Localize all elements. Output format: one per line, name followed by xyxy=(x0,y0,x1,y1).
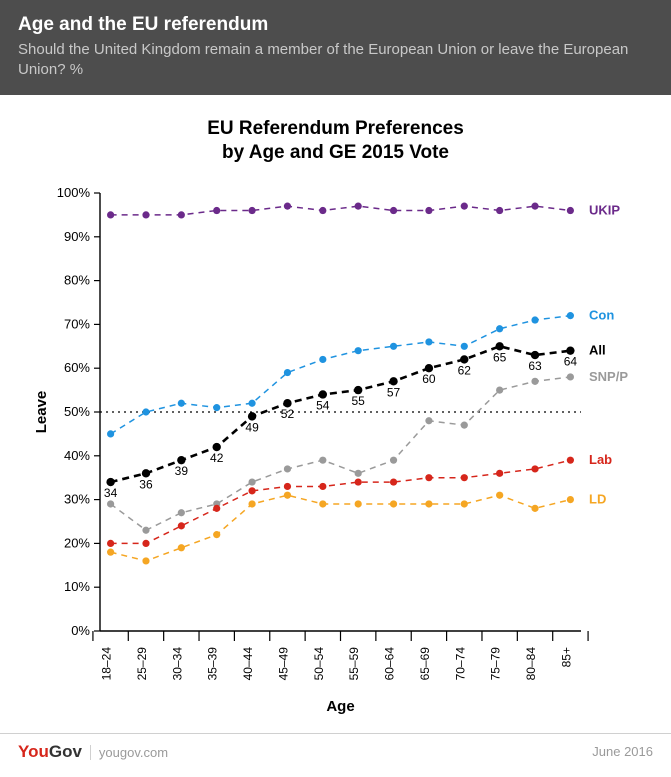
footer-date: June 2016 xyxy=(592,744,653,759)
svg-text:65–69: 65–69 xyxy=(418,646,432,680)
svg-text:40–44: 40–44 xyxy=(241,646,255,680)
svg-text:90%: 90% xyxy=(64,228,90,243)
svg-text:Con: Con xyxy=(589,307,614,322)
svg-text:30–34: 30–34 xyxy=(170,646,184,680)
svg-text:80–84: 80–84 xyxy=(524,646,538,680)
svg-text:52: 52 xyxy=(281,407,295,421)
svg-text:63: 63 xyxy=(528,359,542,373)
svg-text:20%: 20% xyxy=(64,535,90,550)
brand: YouGov yougov.com xyxy=(18,742,168,762)
brand-logo: YouGov xyxy=(18,742,82,762)
svg-text:49: 49 xyxy=(245,420,259,434)
svg-text:All: All xyxy=(589,342,606,357)
svg-text:18–24: 18–24 xyxy=(100,646,114,680)
svg-text:30%: 30% xyxy=(64,491,90,506)
svg-text:55–59: 55–59 xyxy=(347,646,361,680)
svg-text:80%: 80% xyxy=(64,272,90,287)
svg-text:Lab: Lab xyxy=(589,452,612,467)
svg-text:70%: 70% xyxy=(64,316,90,331)
svg-text:54: 54 xyxy=(316,398,330,412)
chart-title: EU Referendum Preferences by Age and GE … xyxy=(28,117,643,165)
svg-text:35–39: 35–39 xyxy=(206,646,220,680)
svg-text:25–29: 25–29 xyxy=(135,646,149,680)
svg-text:34: 34 xyxy=(104,486,118,500)
svg-text:50–54: 50–54 xyxy=(312,646,326,680)
svg-text:60%: 60% xyxy=(64,360,90,375)
svg-text:Leave: Leave xyxy=(33,390,50,433)
svg-text:UKIP: UKIP xyxy=(589,202,620,217)
chart-area: EU Referendum Preferences by Age and GE … xyxy=(0,95,671,733)
svg-text:36: 36 xyxy=(139,477,153,491)
svg-text:64: 64 xyxy=(564,354,578,368)
footer-bar: YouGov yougov.com June 2016 xyxy=(0,733,671,770)
svg-text:70–74: 70–74 xyxy=(453,646,467,680)
svg-text:10%: 10% xyxy=(64,579,90,594)
svg-text:40%: 40% xyxy=(64,447,90,462)
svg-text:60–64: 60–64 xyxy=(383,646,397,680)
svg-text:LD: LD xyxy=(589,491,606,506)
svg-text:85+: 85+ xyxy=(559,647,573,667)
svg-text:60: 60 xyxy=(422,372,436,386)
header-bar: Age and the EU referendum Should the Uni… xyxy=(0,0,671,95)
page-subtitle: Should the United Kingdom remain a membe… xyxy=(18,40,653,79)
svg-text:45–49: 45–49 xyxy=(276,646,290,680)
svg-text:42: 42 xyxy=(210,451,224,465)
svg-text:55: 55 xyxy=(352,394,366,408)
line-chart: 0% 10% 20% 30% 40% 50% 60% 70% 80% 90% 100% 18–24 25… xyxy=(28,183,643,723)
svg-text:62: 62 xyxy=(458,363,472,377)
svg-text:0%: 0% xyxy=(71,623,90,638)
svg-text:100%: 100% xyxy=(57,185,91,200)
brand-url: yougov.com xyxy=(90,745,168,760)
svg-text:75–79: 75–79 xyxy=(489,646,503,680)
svg-text:39: 39 xyxy=(175,464,189,478)
svg-text:57: 57 xyxy=(387,385,401,399)
svg-text:65: 65 xyxy=(493,350,507,364)
svg-text:50%: 50% xyxy=(64,404,90,419)
svg-text:Age: Age xyxy=(326,698,354,715)
svg-text:SNP/P: SNP/P xyxy=(589,368,628,383)
page-title: Age and the EU referendum xyxy=(18,14,653,36)
